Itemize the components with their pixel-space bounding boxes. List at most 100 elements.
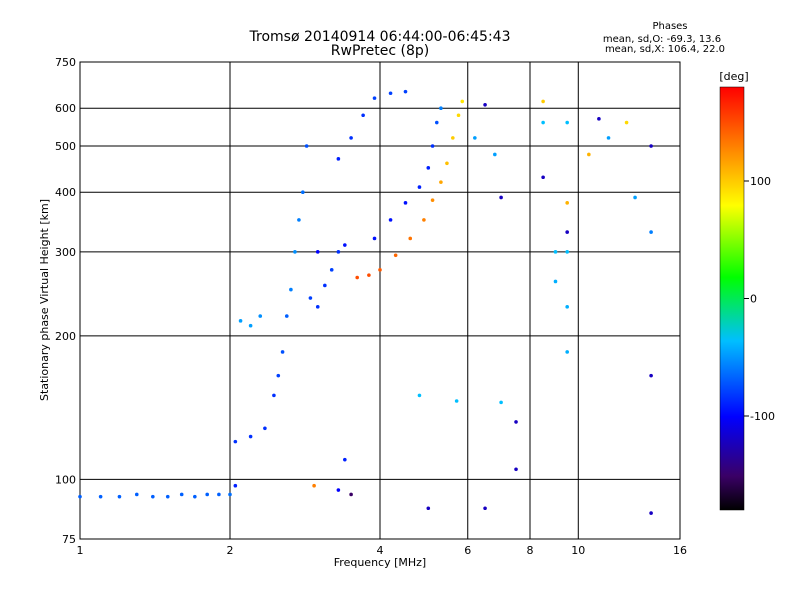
colorbar-tick-label: -100 — [750, 410, 775, 423]
data-point — [323, 283, 327, 288]
data-point — [624, 120, 629, 125]
x-tick-label: 10 — [571, 544, 585, 557]
data-point — [565, 230, 569, 234]
data-point — [272, 393, 276, 398]
data-point — [248, 323, 253, 328]
data-point — [430, 144, 435, 148]
x-axis-label: Frequency [MHz] — [334, 556, 426, 569]
data-point — [372, 236, 377, 241]
plot-area: 1 2 4 6 8 10 16 75 100 200 300 400 500 600 750 — [55, 56, 687, 557]
data-point — [553, 279, 558, 284]
chart-subtitle: RwPretec (8p) — [331, 43, 429, 59]
data-point — [98, 494, 103, 499]
phases-x-line: mean, sd,X: 106.4, 22.0 — [605, 44, 725, 55]
phases-heading: Phases — [652, 21, 687, 32]
y-tick-label: 200 — [55, 330, 76, 343]
data-point — [343, 457, 347, 462]
data-point — [308, 296, 313, 300]
colorbar-ticks: 100 0 -100 — [744, 175, 775, 423]
data-point — [426, 166, 431, 170]
data-point — [263, 426, 267, 431]
data-point — [514, 420, 518, 424]
data-point — [276, 373, 281, 378]
data-point — [403, 89, 408, 94]
chart-title: Tromsø 20140914 06:44:00-06:45:43 — [249, 29, 511, 45]
data-point — [117, 494, 122, 499]
data-point — [408, 236, 413, 241]
data-point — [439, 106, 443, 111]
data-point — [417, 185, 422, 189]
data-point — [315, 250, 320, 254]
data-point — [541, 120, 545, 125]
data-point — [473, 136, 477, 140]
x-tick-label: 8 — [527, 544, 534, 557]
data-point — [649, 511, 653, 515]
data-point — [483, 506, 487, 511]
data-point — [280, 350, 285, 354]
y-tick-label: 750 — [55, 56, 76, 69]
data-point — [315, 305, 320, 309]
data-point — [541, 175, 545, 180]
data-point — [378, 268, 382, 272]
data-point — [597, 117, 601, 121]
data-point — [514, 467, 518, 472]
y-tick-label: 75 — [62, 533, 76, 546]
data-point — [248, 434, 253, 439]
data-point — [434, 120, 439, 125]
data-point — [228, 492, 232, 497]
x-tick-label: 2 — [227, 544, 234, 557]
data-point — [426, 506, 431, 511]
data-point — [355, 275, 359, 280]
data-point — [336, 157, 341, 161]
colorbar: [deg] 100 0 -100 — [719, 70, 775, 511]
data-point — [606, 136, 611, 140]
data-point — [493, 152, 497, 157]
data-point — [301, 190, 305, 195]
data-point — [367, 273, 371, 277]
phases-o-line: mean, sd,O: -69.3, 13.6 — [603, 34, 721, 45]
data-point — [312, 483, 316, 488]
data-point — [483, 103, 487, 107]
data-point — [403, 201, 408, 205]
data-point — [372, 96, 377, 100]
y-tick-label: 600 — [55, 102, 76, 115]
data-point — [439, 180, 443, 184]
data-point — [649, 230, 653, 234]
data-point — [343, 243, 347, 247]
data-point — [134, 492, 139, 497]
data-point — [297, 218, 301, 222]
data-point — [258, 314, 263, 318]
data-point — [565, 201, 569, 205]
data-point — [336, 488, 341, 492]
data-point — [393, 253, 398, 258]
data-point — [445, 161, 449, 166]
data-point — [454, 399, 459, 403]
y-tick-label: 400 — [55, 186, 76, 199]
x-tick-label: 16 — [673, 544, 687, 557]
data-point — [499, 195, 503, 200]
data-point — [217, 492, 221, 497]
data-point — [349, 136, 353, 140]
y-tick-label: 300 — [55, 246, 76, 259]
data-point — [460, 99, 465, 104]
y-axis-ticks: 75 100 200 300 400 500 600 750 — [55, 56, 76, 546]
data-point — [451, 136, 455, 140]
data-point — [289, 287, 293, 292]
data-point — [649, 144, 653, 148]
data-point — [565, 250, 569, 254]
data-point — [193, 494, 197, 499]
x-tick-label: 6 — [464, 544, 471, 557]
data-point — [151, 494, 155, 499]
data-point — [205, 492, 209, 497]
data-point — [165, 494, 170, 499]
data-point — [293, 250, 297, 254]
data-points — [78, 89, 653, 515]
data-point — [430, 198, 435, 202]
colorbar-tick-label: 100 — [750, 175, 771, 188]
data-point — [78, 494, 82, 499]
data-point — [388, 91, 393, 96]
data-point — [417, 393, 422, 398]
data-point — [456, 113, 461, 118]
data-point — [565, 120, 569, 125]
